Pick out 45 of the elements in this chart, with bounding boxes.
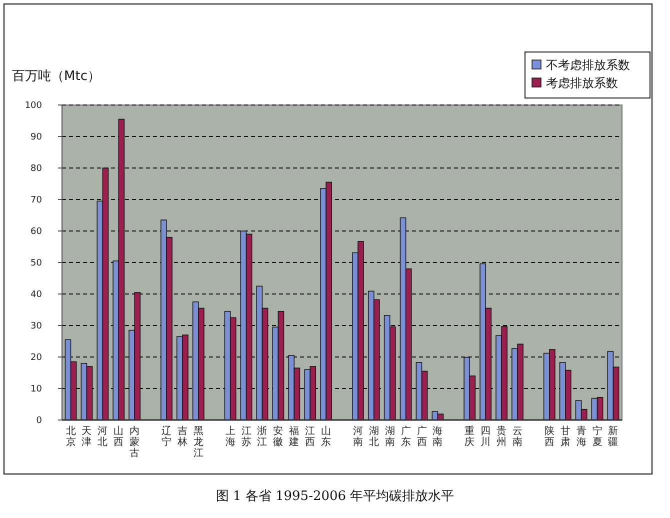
x-tick-label: 内蒙古 — [130, 425, 140, 459]
y-tick-label: 80 — [30, 164, 42, 174]
y-tick-label: 90 — [30, 132, 42, 143]
x-tick-label: 安徽 — [273, 425, 284, 448]
x-tick-label: 宁夏 — [592, 425, 602, 448]
x-tick-label: 浙江 — [257, 425, 268, 448]
y-tick-label: 20 — [30, 353, 42, 364]
y-axis-title: 百万吨（Mtc） — [12, 69, 100, 84]
y-tick-label: 40 — [30, 290, 42, 300]
x-tick-label: 辽宁 — [162, 425, 172, 448]
x-tick-label: 黑龙江 — [193, 426, 204, 459]
x-tick-label: 江苏 — [241, 425, 252, 448]
x-tick-label: 河南 — [352, 425, 363, 448]
y-tick-label: 100 — [24, 101, 42, 112]
x-tick-label: 青海 — [576, 425, 586, 448]
x-tick-label: 山西 — [114, 425, 124, 448]
x-tick-label: 吉林 — [176, 425, 188, 448]
x-tick-label: 江西 — [305, 425, 316, 448]
x-tick-label: 广东 — [400, 425, 411, 448]
x-tick-label: 广西 — [416, 425, 427, 448]
legend-label: 考虑排放系数 — [546, 76, 618, 90]
x-tick-label: 海南 — [432, 425, 443, 448]
x-tick-label: 湖南 — [384, 425, 395, 448]
x-tick-label: 上海 — [225, 425, 236, 448]
x-tick-label: 山东 — [321, 425, 332, 448]
text: 图 1 各省 1995-2006 年平均碳排放水平 — [216, 489, 454, 504]
x-tick-label: 陕西 — [544, 425, 554, 448]
y-tick-label: 10 — [30, 384, 42, 395]
y-tick-label: 50 — [30, 258, 42, 269]
y-tick-label: 30 — [30, 322, 42, 332]
x-tick-label: 甘肃 — [560, 425, 570, 448]
x-tick-label: 福建 — [288, 425, 300, 448]
x-tick-label: 重庆 — [464, 425, 475, 448]
x-tick-label: 云南 — [512, 426, 522, 448]
x-tick-label: 贵州 — [496, 425, 507, 448]
x-tick-label: 新疆 — [608, 425, 618, 448]
y-tick-label: 70 — [30, 196, 42, 206]
legend-label: 不考虑排放系数 — [546, 58, 630, 72]
x-tick-label: 四川 — [480, 426, 491, 448]
x-tick-label: 河北 — [98, 425, 108, 448]
x-tick-label: 北京 — [66, 425, 76, 448]
y-tick-label: 60 — [30, 227, 42, 238]
x-tick-label: 湖北 — [368, 425, 379, 448]
x-tick-label: 天津 — [82, 426, 92, 448]
y-tick-label: 0 — [36, 416, 42, 426]
